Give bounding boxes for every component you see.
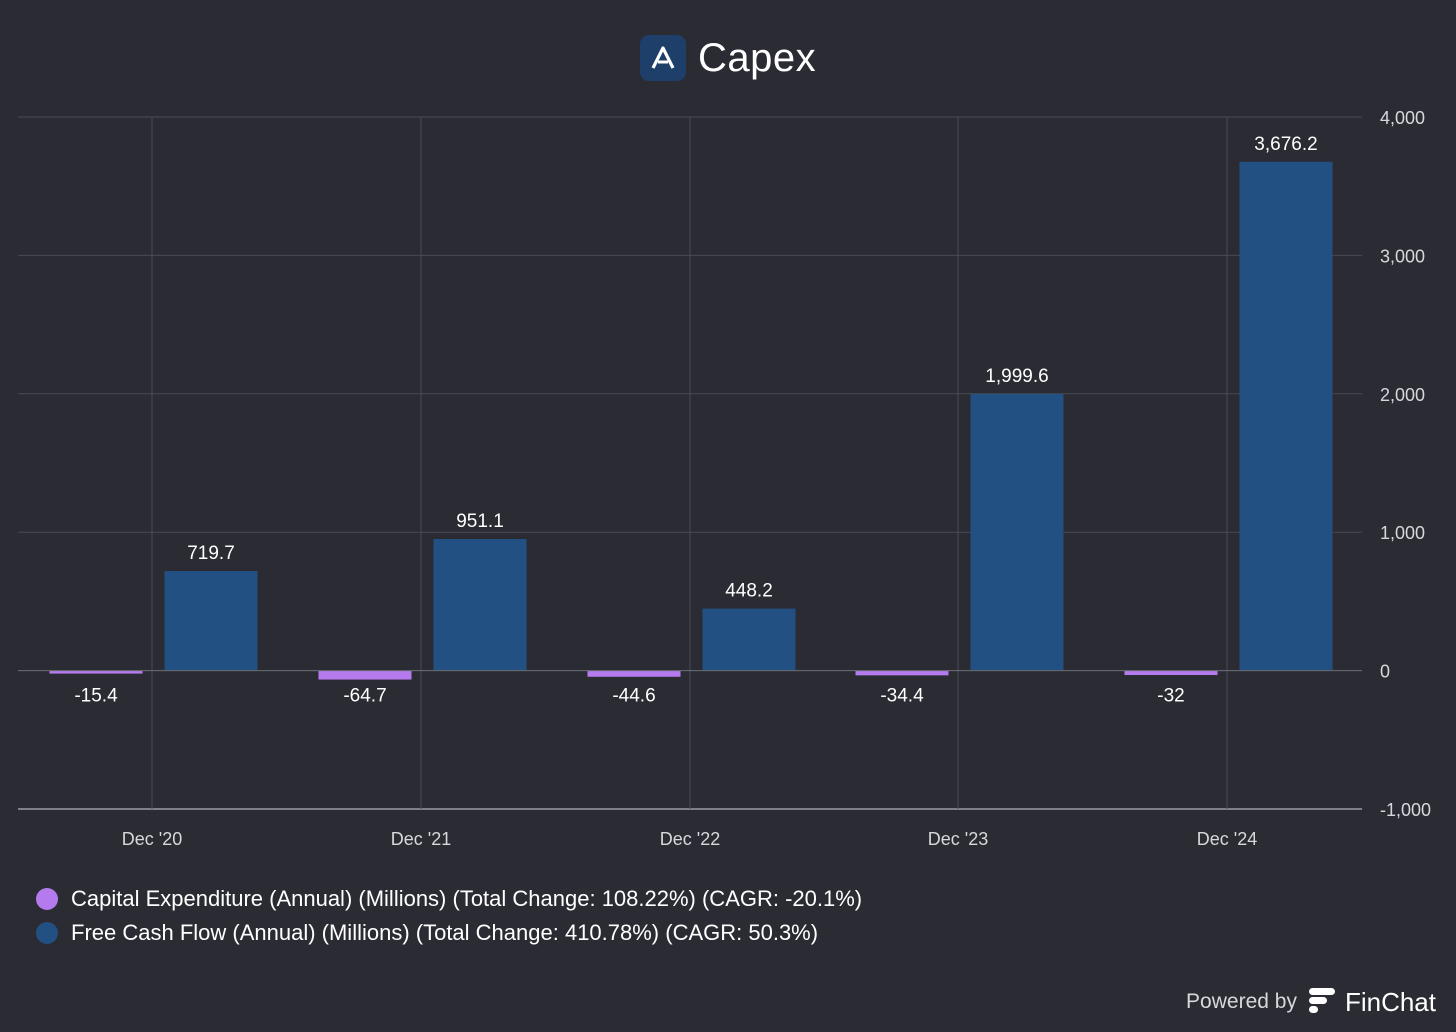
app-logo-icon: [639, 35, 686, 81]
chart-legend: Capital Expenditure (Annual) (Millions) …: [36, 882, 862, 950]
fcf-bar: [433, 538, 527, 671]
legend-swatch-capex: [36, 888, 58, 910]
capex-bar: [1124, 670, 1218, 676]
data-label: 448.2: [725, 581, 773, 602]
capex-bar: [587, 670, 681, 677]
data-label: 3,676.2: [1254, 134, 1317, 155]
data-label: -34.4: [880, 686, 924, 707]
data-label: -44.6: [612, 686, 655, 707]
data-label: -64.7: [343, 686, 386, 707]
legend-swatch-fcf: [36, 922, 58, 944]
x-tick-label: Dec '23: [928, 829, 988, 849]
chart-title: Capex: [697, 35, 817, 80]
x-tick-label: Dec '24: [1197, 829, 1257, 849]
x-tick-label: Dec '21: [391, 829, 451, 849]
data-label: 719.7: [187, 543, 235, 564]
y-tick-label: 0: [1380, 662, 1390, 682]
fcf-bar: [1239, 161, 1333, 671]
capex-bar: [855, 670, 949, 676]
legend-label-capex: Capital Expenditure (Annual) (Millions) …: [71, 886, 863, 911]
y-tick-label: 2,000: [1380, 385, 1425, 405]
legend-item-fcf[interactable]: Free Cash Flow (Annual) (Millions) (Tota…: [36, 916, 862, 950]
x-tick-label: Dec '20: [122, 829, 182, 849]
x-tick-label: Dec '22: [660, 829, 720, 849]
data-label: 951.1: [456, 511, 504, 532]
legend-label-fcf: Free Cash Flow (Annual) (Millions) (Tota…: [71, 920, 819, 945]
data-label: -32: [1157, 686, 1184, 707]
capex-bar: [318, 670, 412, 680]
y-tick-label: -1,000: [1380, 800, 1431, 820]
data-label: 1,999.6: [985, 366, 1048, 387]
y-tick-label: 1,000: [1380, 523, 1425, 543]
finchat-logo-icon: [1307, 986, 1337, 1019]
brand-name: FinChat: [1344, 986, 1436, 1017]
y-tick-label: 3,000: [1380, 246, 1425, 266]
powered-by-footer[interactable]: Powered by FinChat: [1186, 984, 1436, 1020]
capex-bar: [49, 670, 143, 674]
fcf-bar: [164, 570, 258, 671]
data-label: -15.4: [74, 686, 118, 707]
powered-by-label: Powered by: [1186, 990, 1297, 1013]
y-tick-label: 4,000: [1380, 108, 1425, 128]
fcf-bar: [702, 608, 796, 671]
fcf-bar: [970, 393, 1064, 671]
legend-item-capex[interactable]: Capital Expenditure (Annual) (Millions) …: [36, 882, 862, 916]
bar-chart: 4,000 3,000 2,000 1,000 0 -1,000 Dec '20 Dec '2…: [18, 108, 1431, 849]
chart-header: Capex: [0, 30, 1456, 86]
